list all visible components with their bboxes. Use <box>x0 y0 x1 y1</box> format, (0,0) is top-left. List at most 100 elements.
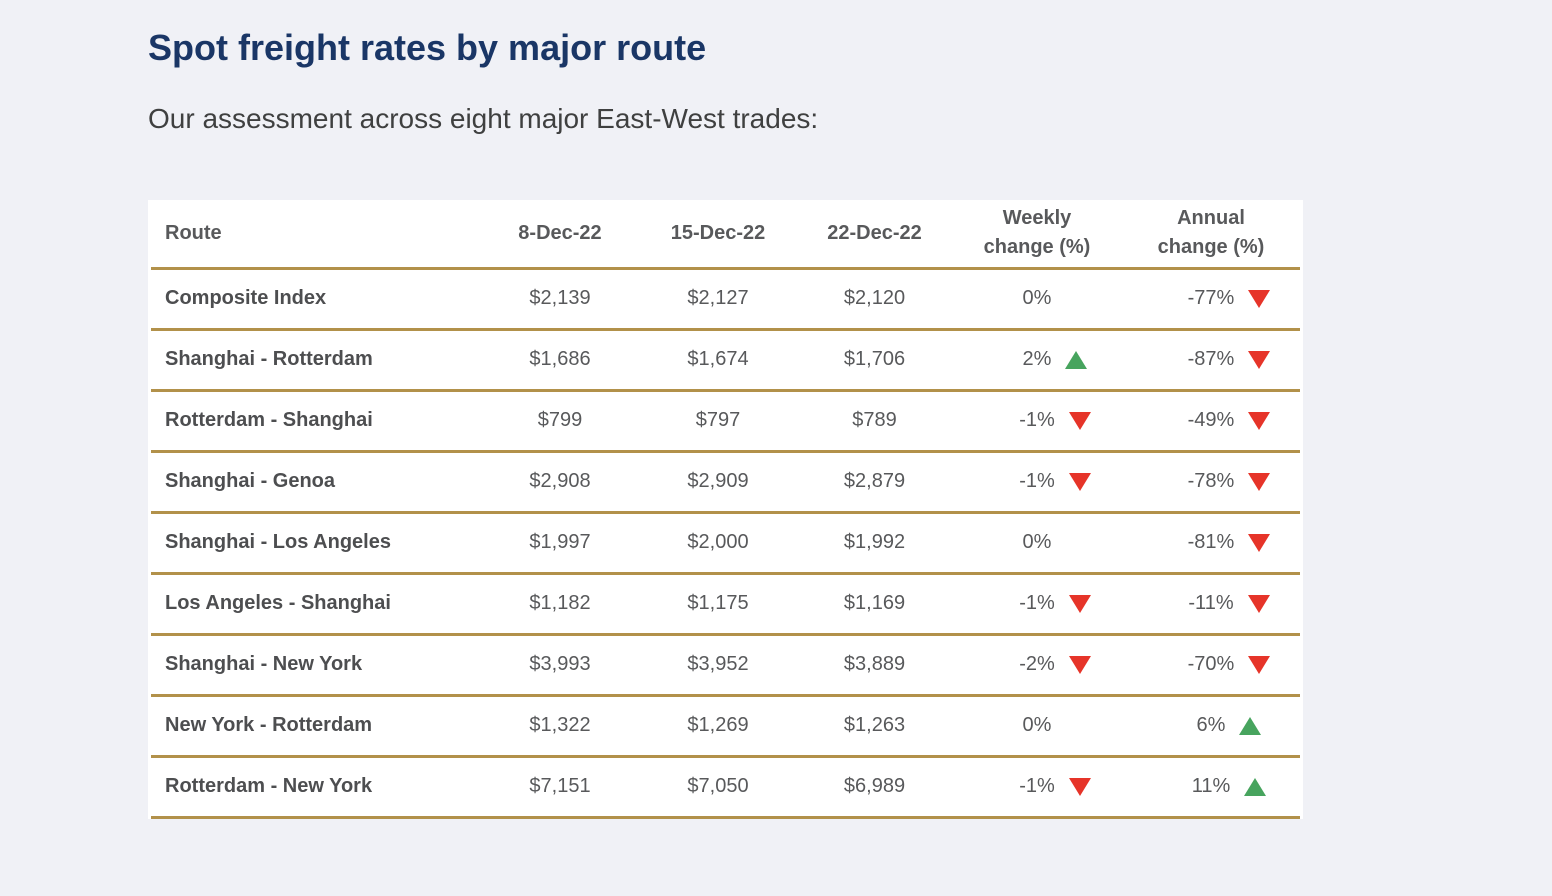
rate-22-dec-22: $2,120 <box>843 287 906 310</box>
weekly-change-value: 2% <box>1022 348 1052 371</box>
weekly-trend-arrow-icon <box>1068 411 1091 430</box>
table-row: New York - Rotterdam $1,322 $1,269 $1,26… <box>151 697 1300 758</box>
annual-change-cell: -70% <box>1122 636 1300 694</box>
weekly-change-cell: -1% <box>952 758 1122 816</box>
rate-22-dec-22: $3,889 <box>843 653 906 676</box>
route-name: Shanghai - Genoa <box>165 470 336 493</box>
weekly-trend-arrow-icon <box>1068 472 1091 491</box>
annual-trend-arrow-icon <box>1248 533 1271 552</box>
rate-22-dec-22: $2,879 <box>843 470 906 493</box>
weekly-trend-arrow-icon <box>1068 594 1091 613</box>
annual-change-cell: -49% <box>1122 392 1300 450</box>
weekly-change-value: -1% <box>1019 592 1055 615</box>
table-body: Composite Index $2,139 $2,127 $2,120 0% … <box>151 270 1300 819</box>
rate-15-dec-22: $3,952 <box>687 653 749 676</box>
route-name: Shanghai - Rotterdam <box>165 348 373 371</box>
rate-8-dec-22: $1,322 <box>529 714 591 737</box>
weekly-trend-arrow-icon <box>1065 350 1088 369</box>
page-subtitle: Our assessment across eight major East-W… <box>148 103 819 135</box>
annual-trend-arrow-icon <box>1248 411 1271 430</box>
annual-change-value: 11% <box>1191 775 1231 798</box>
column-header-route: Route <box>165 221 222 244</box>
table-row: Rotterdam - New York $7,151 $7,050 $6,98… <box>151 758 1300 819</box>
rate-22-dec-22: $1,169 <box>843 592 906 615</box>
annual-trend-arrow-icon <box>1244 777 1267 796</box>
freight-rates-table: Route 8-Dec-22 15-Dec-22 22-Dec-22 Weekl… <box>148 199 1303 819</box>
table-row: Shanghai - New York $3,993 $3,952 $3,889… <box>151 636 1300 697</box>
annual-trend-arrow-icon <box>1248 472 1271 491</box>
annual-change-value: -87% <box>1187 348 1235 371</box>
column-header-weekly-change: Weekly change (%) <box>983 207 1091 259</box>
rate-15-dec-22: $1,269 <box>687 714 749 737</box>
annual-trend-arrow-icon <box>1248 655 1271 674</box>
annual-change-cell: -81% <box>1122 514 1300 572</box>
rate-8-dec-22: $1,686 <box>529 348 591 371</box>
annual-change-cell: -77% <box>1122 270 1300 328</box>
rate-8-dec-22: $1,182 <box>529 592 591 615</box>
rate-22-dec-22: $1,706 <box>843 348 906 371</box>
weekly-change-cell: -1% <box>952 392 1122 450</box>
weekly-change-value: -1% <box>1019 470 1055 493</box>
rate-8-dec-22: $2,908 <box>529 470 591 493</box>
annual-change-cell: 6% <box>1122 697 1300 755</box>
rate-8-dec-22: $799 <box>537 409 583 432</box>
annual-trend-arrow-icon <box>1248 289 1271 308</box>
annual-trend-arrow-icon <box>1247 594 1270 613</box>
annual-change-value: -78% <box>1187 470 1235 493</box>
weekly-trend-arrow-icon <box>1068 655 1091 674</box>
weekly-change-cell: 0% <box>952 270 1122 328</box>
weekly-change-cell: 0% <box>952 697 1122 755</box>
route-name: Shanghai - New York <box>165 653 363 676</box>
rate-15-dec-22: $2,000 <box>687 531 749 554</box>
weekly-change-cell: -1% <box>952 453 1122 511</box>
table-row: Los Angeles - Shanghai $1,182 $1,175 $1,… <box>151 575 1300 636</box>
weekly-trend-arrow-icon <box>1068 777 1091 796</box>
table-row: Shanghai - Genoa $2,908 $2,909 $2,879 -1… <box>151 453 1300 514</box>
weekly-change-cell: 0% <box>952 514 1122 572</box>
weekly-change-cell: -2% <box>952 636 1122 694</box>
column-header-15-dec-22: 15-Dec-22 <box>670 221 766 244</box>
table-header-row: Route 8-Dec-22 15-Dec-22 22-Dec-22 Weekl… <box>151 200 1300 270</box>
annual-change-value: 6% <box>1196 714 1226 737</box>
rate-8-dec-22: $2,139 <box>529 287 591 310</box>
annual-change-value: -49% <box>1187 409 1235 432</box>
rate-15-dec-22: $1,175 <box>687 592 749 615</box>
route-name: Los Angeles - Shanghai <box>165 592 391 615</box>
page-title: Spot freight rates by major route <box>148 27 707 68</box>
route-name: New York - Rotterdam <box>165 714 373 737</box>
rate-15-dec-22: $2,909 <box>687 470 749 493</box>
page-content: Spot freight rates by major route Our as… <box>148 27 1303 819</box>
rate-8-dec-22: $7,151 <box>529 775 591 798</box>
annual-change-cell: 11% <box>1122 758 1300 816</box>
rate-15-dec-22: $2,127 <box>687 287 749 310</box>
rate-22-dec-22: $789 <box>852 409 897 432</box>
route-name: Composite Index <box>165 287 327 310</box>
annual-change-cell: -11% <box>1122 575 1300 633</box>
rate-22-dec-22: $1,263 <box>843 714 906 737</box>
table-row: Shanghai - Rotterdam $1,686 $1,674 $1,70… <box>151 331 1300 392</box>
weekly-change-cell: -1% <box>952 575 1122 633</box>
route-name: Rotterdam - New York <box>165 775 373 798</box>
weekly-change-value: -1% <box>1019 409 1055 432</box>
annual-change-cell: -87% <box>1122 331 1300 389</box>
route-name: Shanghai - Los Angeles <box>165 531 391 554</box>
rate-8-dec-22: $3,993 <box>529 653 591 676</box>
rate-15-dec-22: $797 <box>695 409 741 432</box>
weekly-change-value: 0% <box>1022 287 1052 310</box>
table-row: Shanghai - Los Angeles $1,997 $2,000 $1,… <box>151 514 1300 575</box>
annual-trend-arrow-icon <box>1239 716 1262 735</box>
column-header-22-dec-22: 22-Dec-22 <box>827 221 922 244</box>
rate-22-dec-22: $6,989 <box>843 775 906 798</box>
annual-change-value: -70% <box>1187 653 1235 676</box>
weekly-change-cell: 2% <box>952 331 1122 389</box>
column-header-8-dec-22: 8-Dec-22 <box>518 221 602 244</box>
annual-trend-arrow-icon <box>1248 350 1271 369</box>
annual-change-cell: -78% <box>1122 453 1300 511</box>
rate-8-dec-22: $1,997 <box>529 531 591 554</box>
route-name: Rotterdam - Shanghai <box>165 409 373 432</box>
rate-15-dec-22: $7,050 <box>687 775 749 798</box>
weekly-change-value: 0% <box>1022 714 1052 737</box>
rate-22-dec-22: $1,992 <box>843 531 906 554</box>
annual-change-value: -77% <box>1187 287 1235 310</box>
weekly-change-value: -2% <box>1019 653 1055 676</box>
